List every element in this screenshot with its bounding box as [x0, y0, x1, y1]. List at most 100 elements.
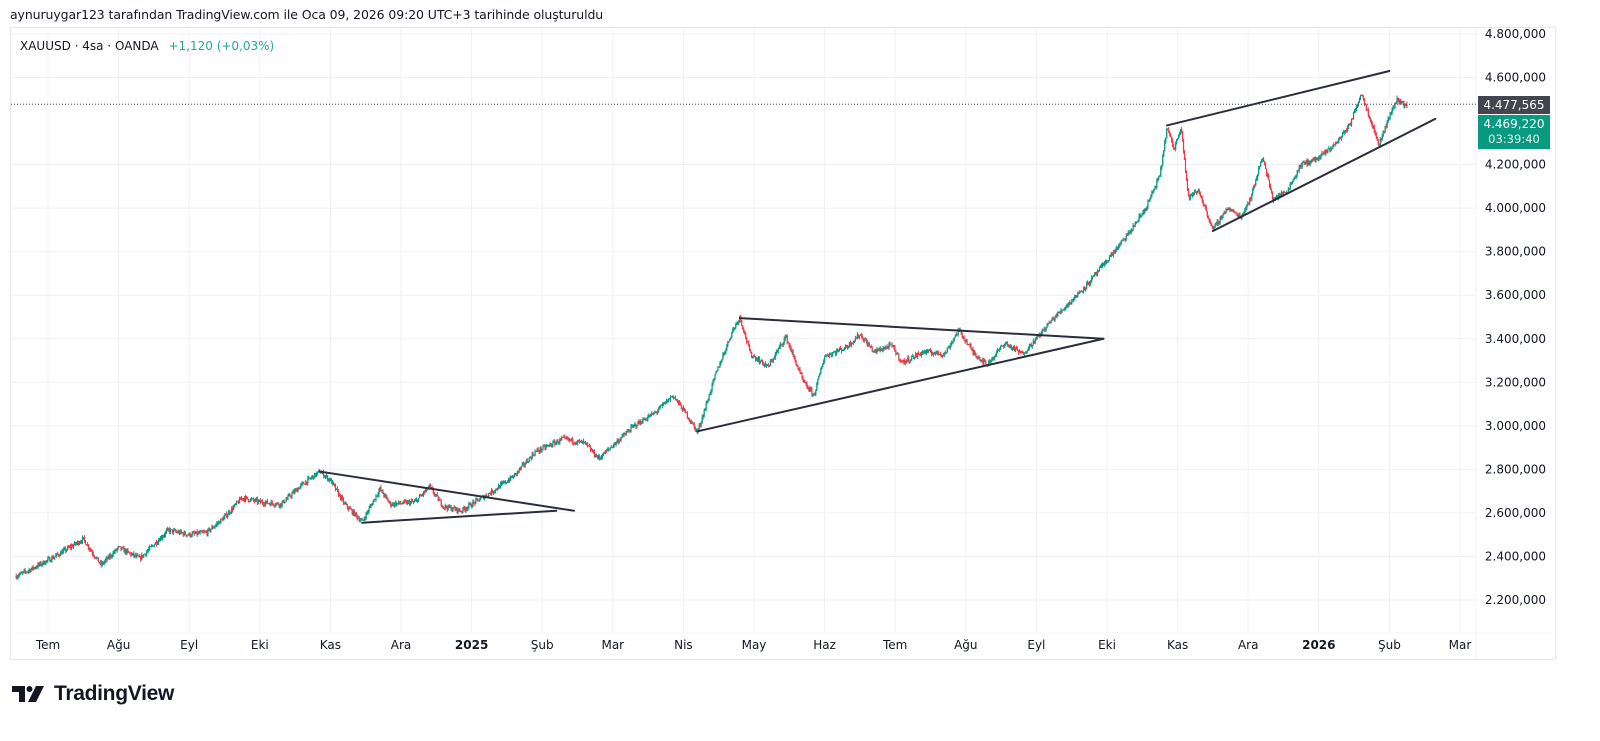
candle-up	[551, 445, 553, 447]
candle-up	[919, 353, 921, 355]
candle-up	[434, 494, 436, 496]
candle-up	[907, 357, 909, 361]
candle-up	[698, 425, 700, 430]
candle-down	[1033, 340, 1035, 344]
candle-up	[973, 352, 975, 354]
candle-down	[248, 501, 251, 503]
candle-up	[1146, 206, 1148, 210]
candle-up	[41, 564, 43, 566]
candle-down	[689, 419, 691, 422]
candle-down	[788, 343, 790, 346]
candle-down	[1052, 317, 1054, 319]
candle-down	[742, 325, 744, 329]
candle-down	[1171, 137, 1173, 141]
candle-down	[603, 452, 605, 455]
candle-up	[121, 547, 123, 550]
candle-up	[50, 561, 52, 562]
candle-up	[997, 349, 999, 353]
candle-down	[34, 567, 36, 569]
candle-down	[679, 402, 682, 406]
candle-up	[576, 443, 578, 444]
candle-down	[1084, 286, 1086, 290]
candle-up	[1353, 111, 1356, 113]
candle-up	[670, 396, 673, 398]
candle-up	[1073, 298, 1075, 300]
candle-down	[1385, 126, 1387, 127]
candle-down	[350, 509, 352, 510]
candle-up	[1246, 205, 1248, 209]
candle-up	[678, 402, 681, 404]
candle-up	[1358, 99, 1361, 102]
candle-down	[439, 499, 441, 501]
candle-down	[386, 496, 388, 499]
candle-up	[663, 403, 665, 405]
candle-up	[991, 359, 993, 362]
candle-down	[1308, 160, 1310, 164]
bar-countdown: 03:39:40	[1488, 132, 1540, 146]
candle-up	[651, 413, 653, 415]
candle-up	[595, 455, 598, 457]
candle-up	[1163, 150, 1165, 156]
candle-up	[479, 499, 481, 502]
candle-up	[225, 513, 227, 516]
candle-up	[162, 535, 165, 538]
candle-down	[1269, 186, 1272, 190]
candle-up	[53, 557, 55, 559]
candle-down	[1078, 292, 1080, 294]
candle-up	[522, 463, 524, 465]
candle-up	[208, 528, 210, 530]
candle-down	[470, 503, 472, 507]
candle-up	[938, 354, 940, 355]
candle-up	[1009, 345, 1012, 347]
candle-up	[768, 365, 770, 367]
candle-down	[353, 510, 355, 517]
candle-down	[489, 493, 491, 495]
candle-up	[317, 471, 319, 474]
candle-up	[26, 571, 28, 573]
candle-down	[128, 551, 130, 553]
candle-up	[539, 447, 541, 452]
candle-down	[198, 532, 200, 534]
candle-up	[992, 356, 994, 360]
candle-up	[1230, 210, 1232, 212]
candle-down	[537, 449, 539, 452]
candle-up	[703, 410, 705, 417]
tradingview-logo[interactable]: TradingView	[12, 682, 174, 706]
candle-down	[93, 555, 95, 558]
time-tick-label: Ağu	[107, 638, 130, 652]
time-tick-label: May	[742, 638, 767, 652]
candle-up	[552, 441, 554, 446]
candle-down	[544, 445, 546, 449]
candle-up	[192, 532, 194, 534]
candle-up	[1287, 189, 1289, 193]
candle-up	[819, 373, 821, 376]
candle-up	[480, 497, 482, 500]
candle-up	[705, 403, 707, 409]
candle-down	[692, 422, 694, 425]
candle-up	[1151, 192, 1153, 196]
candle-down	[578, 440, 580, 441]
candle-up	[708, 394, 710, 401]
candle-up	[157, 540, 160, 543]
candle-down	[355, 512, 357, 516]
candle-up	[730, 337, 732, 339]
candle-down	[1268, 179, 1271, 187]
candle-up	[934, 352, 937, 354]
candle-up	[1105, 261, 1108, 264]
candle-down	[268, 503, 270, 505]
time-tick-label: Ağu	[954, 638, 977, 652]
candle-up	[709, 393, 711, 395]
candle-up	[161, 537, 164, 539]
candle-down	[401, 503, 403, 505]
time-tick-label: Tem	[35, 638, 60, 652]
candle-up	[1107, 260, 1110, 263]
candle-up	[1120, 241, 1122, 244]
candle-up	[927, 350, 930, 353]
candle-up	[457, 508, 459, 513]
candle-up	[1026, 350, 1028, 352]
candle-up	[305, 481, 307, 485]
chart-frame[interactable]	[10, 27, 1556, 660]
candle-down	[880, 348, 882, 351]
candle-down	[628, 430, 630, 432]
